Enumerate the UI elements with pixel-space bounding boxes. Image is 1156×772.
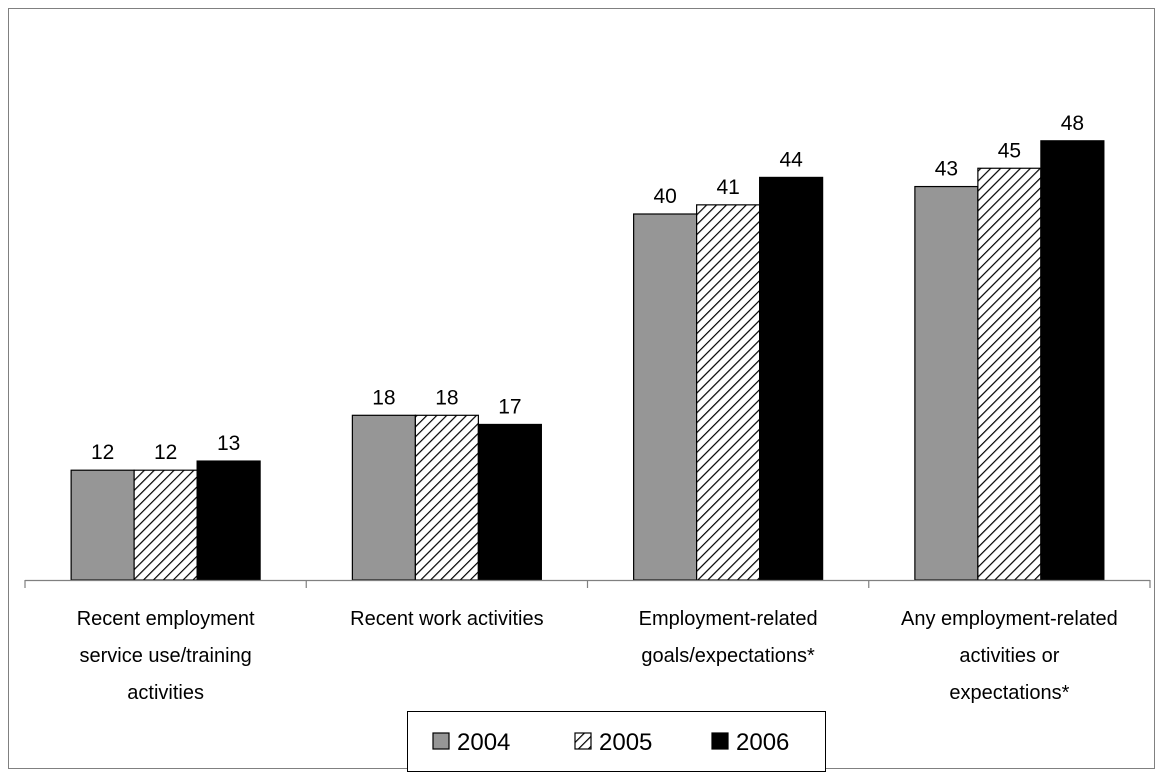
bar-2004-cat-2 xyxy=(351,414,416,581)
bar-2006-cat-4 xyxy=(1040,140,1105,581)
legend-swatch-2006 xyxy=(711,732,729,750)
data-label-2005-cat-4: 45 xyxy=(998,139,1021,162)
x-axis xyxy=(24,579,1151,588)
legend-label-2005: 2005 xyxy=(599,729,652,756)
category-label-2: Recent work activities xyxy=(350,608,543,630)
legend: 2004 2005 2006 xyxy=(407,711,826,772)
bar-2004-cat-1 xyxy=(70,469,135,581)
labels-layer: 12 12 13 Recent employment service use/train… xyxy=(77,112,1118,704)
bar-2005-cat-3 xyxy=(696,204,761,581)
bars-layer xyxy=(70,140,1105,581)
data-label-2004-cat-3: 40 xyxy=(653,185,676,208)
legend-box xyxy=(407,711,826,772)
data-label-2006-cat-1: 13 xyxy=(217,432,240,455)
bar-2005-cat-2 xyxy=(414,414,479,581)
category-label-4: Any employment-related activities or expec… xyxy=(901,608,1118,704)
data-label-2004-cat-4: 43 xyxy=(935,158,958,181)
data-label-2006-cat-2: 17 xyxy=(498,395,521,418)
category-label-1: Recent employment service use/training act… xyxy=(77,608,255,704)
data-label-2004-cat-1: 12 xyxy=(91,441,114,464)
legend-label-2006: 2006 xyxy=(736,729,789,756)
data-label-2005-cat-2: 18 xyxy=(435,386,458,409)
bar-2004-cat-4 xyxy=(914,185,979,581)
bar-2006-cat-3 xyxy=(759,176,824,581)
bar-2006-cat-2 xyxy=(477,423,542,581)
bar-2006-cat-1 xyxy=(196,460,261,581)
legend-swatch-2004 xyxy=(432,732,450,750)
data-label-2005-cat-3: 41 xyxy=(716,176,739,199)
bar-2005-cat-1 xyxy=(133,469,198,581)
bar-2004-cat-3 xyxy=(633,213,698,581)
data-label-2006-cat-4: 48 xyxy=(1061,112,1084,135)
data-label-2004-cat-2: 18 xyxy=(372,386,395,409)
data-label-2006-cat-3: 44 xyxy=(779,148,803,171)
bar-2005-cat-4 xyxy=(977,167,1042,581)
data-label-2005-cat-1: 12 xyxy=(154,441,177,464)
legend-swatch-2005 xyxy=(574,732,592,750)
category-label-3: Employment-related goals/expectations* xyxy=(639,608,818,667)
legend-label-2004: 2004 xyxy=(457,729,510,756)
